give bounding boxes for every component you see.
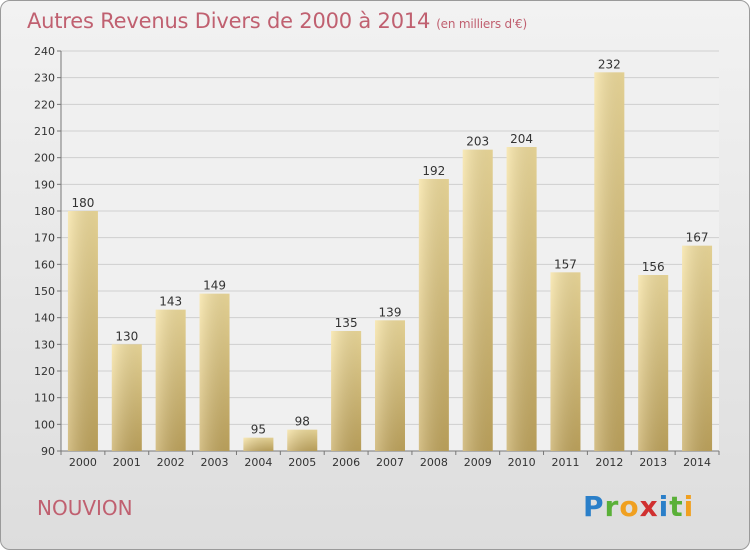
- bar-shade: [331, 331, 362, 451]
- x-tick-label: 2012: [595, 456, 623, 469]
- data-label: 143: [159, 295, 182, 309]
- bar-shade: [550, 272, 581, 451]
- y-tick-label: 190: [34, 178, 55, 191]
- y-tick-label: 140: [34, 312, 55, 325]
- bar-shade: [462, 149, 493, 451]
- y-tick-label: 150: [34, 285, 55, 298]
- x-tick-label: 2005: [288, 456, 316, 469]
- y-tick-label: 100: [34, 418, 55, 431]
- data-label: 204: [510, 132, 533, 146]
- x-tick-label: 2014: [683, 456, 711, 469]
- data-label: 139: [379, 305, 402, 319]
- bar-shade: [638, 275, 669, 451]
- data-label: 149: [203, 279, 226, 293]
- y-tick-label: 160: [34, 258, 55, 271]
- bar-shade: [375, 320, 405, 451]
- bar-shade: [594, 72, 625, 451]
- x-tick-label: 2003: [201, 456, 229, 469]
- bar-shade: [111, 344, 142, 451]
- x-tick-label: 2008: [420, 456, 448, 469]
- y-tick-label: 180: [34, 205, 55, 218]
- x-tick-label: 2013: [639, 456, 667, 469]
- data-label: 130: [115, 329, 138, 343]
- x-tick-label: 2010: [508, 456, 536, 469]
- bar-shade: [506, 147, 537, 451]
- y-tick-label: 120: [34, 365, 55, 378]
- x-tick-label: 2007: [376, 456, 404, 469]
- bar-shade: [155, 309, 186, 451]
- y-tick-label: 90: [41, 445, 55, 458]
- place-name: NOUVION: [37, 496, 133, 520]
- y-tick-label: 210: [34, 125, 55, 138]
- data-label: 156: [642, 260, 665, 274]
- data-label: 135: [335, 316, 358, 330]
- data-label: 98: [295, 415, 310, 429]
- bar-shade: [67, 211, 98, 451]
- y-tick-label: 170: [34, 232, 55, 245]
- bar-shade: [418, 179, 449, 451]
- data-label: 192: [422, 164, 445, 178]
- chart-subtitle: (en milliers d'€): [436, 17, 527, 31]
- logo-letter: i: [658, 490, 670, 523]
- data-label: 232: [598, 57, 621, 71]
- x-tick-label: 2009: [464, 456, 492, 469]
- x-tick-label: 2002: [157, 456, 185, 469]
- data-label: 180: [71, 196, 94, 210]
- bar-shade: [199, 293, 230, 451]
- x-tick-label: 2004: [244, 456, 272, 469]
- x-tick-label: 2001: [113, 456, 141, 469]
- x-tick-label: 2000: [69, 456, 97, 469]
- data-label: 95: [251, 423, 266, 437]
- chart-title: Autres Revenus Divers de 2000 à 2014 (en …: [27, 9, 527, 33]
- chart-title-text: Autres Revenus Divers de 2000 à 2014: [27, 9, 431, 33]
- y-tick-label: 200: [34, 152, 55, 165]
- bar-shade: [287, 429, 318, 451]
- data-label: 167: [686, 231, 709, 245]
- data-label: 203: [466, 135, 489, 149]
- y-tick-label: 230: [34, 72, 55, 85]
- logo-letter: r: [604, 490, 620, 523]
- logo-letter: i: [683, 490, 695, 523]
- y-tick-label: 130: [34, 338, 55, 351]
- y-tick-label: 110: [34, 392, 55, 405]
- logo-letter: o: [619, 490, 640, 523]
- proxiti-logo: Proxiti: [583, 490, 694, 523]
- y-tick-label: 220: [34, 98, 55, 111]
- logo-letter: x: [639, 490, 659, 523]
- bar-shade: [682, 245, 713, 451]
- x-tick-label: 2011: [551, 456, 579, 469]
- logo-letter: P: [583, 490, 605, 523]
- y-tick-label: 240: [34, 45, 55, 58]
- bar-shade: [243, 437, 274, 451]
- x-tick-label: 2006: [332, 456, 360, 469]
- logo-letter: t: [669, 490, 684, 523]
- data-label: 157: [554, 257, 577, 271]
